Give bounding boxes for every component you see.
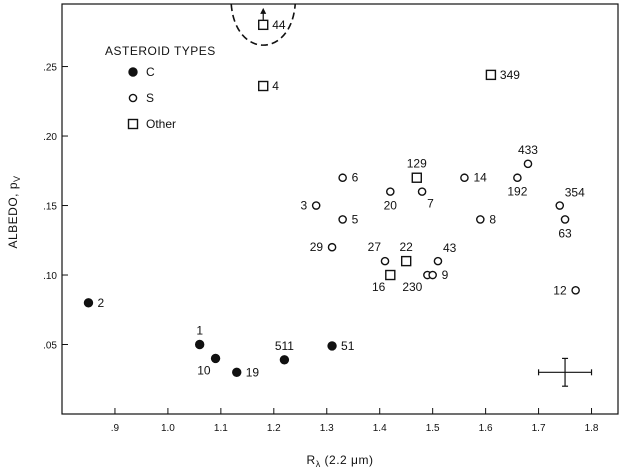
point-label-14: 14 [473, 171, 487, 185]
point-43 [433, 256, 443, 266]
x-tick-label-0: .9 [111, 423, 120, 434]
point-10 [210, 353, 221, 364]
y-tick-label-4: .25 [43, 63, 57, 74]
point-20 [386, 187, 395, 196]
legend-marker-s [128, 93, 138, 103]
legend: ASTEROID TYPES CS Other [105, 44, 216, 131]
point-29 [327, 242, 337, 252]
point-9 [428, 270, 437, 280]
point-label-354: 354 [565, 186, 585, 200]
point-3 [311, 201, 321, 210]
x-tick-label-7: 1.6 [479, 423, 493, 434]
point-label-4: 4 [272, 79, 279, 93]
y-tick-label-0: .05 [43, 341, 57, 352]
x-tick-label-6: 1.5 [426, 423, 440, 434]
x-tick-label-4: 1.3 [320, 423, 334, 434]
point-label-6: 6 [352, 171, 359, 185]
point-label-230: 230 [402, 280, 422, 294]
point-label-511: 511 [275, 339, 294, 353]
point-label-192: 192 [507, 185, 527, 199]
point-511 [279, 355, 290, 365]
y-axis-label: ALBEDO, pV [6, 175, 22, 248]
point-27 [380, 256, 390, 266]
legend-marker-other [127, 118, 139, 130]
point-label-22: 22 [400, 240, 414, 254]
point-192 [513, 173, 522, 183]
series-s: 3 6 5 29 20 7 27 14 8 43 230 9 192 433 354 63 12 [300, 143, 585, 297]
point-label-20: 20 [384, 199, 398, 213]
point-label-5: 5 [352, 212, 359, 226]
x-axis-label: Rλ (2.2 μm) [307, 453, 374, 469]
point-7 [417, 187, 427, 196]
point-63 [560, 215, 570, 224]
point-label-12: 12 [553, 283, 567, 297]
point-label-51: 51 [341, 339, 355, 353]
y-tick-label-3: .20 [43, 132, 57, 143]
point-label-29: 29 [310, 240, 324, 254]
point-1 [194, 339, 205, 350]
legend-title: ASTEROID TYPES [105, 44, 216, 58]
point-5 [338, 215, 347, 224]
x-tick-label-1: 1.0 [161, 423, 175, 434]
point-label-43: 43 [443, 241, 457, 255]
point-label-3: 3 [300, 199, 307, 213]
dashed-region-44 [230, 3, 297, 46]
plot-frame [61, 3, 619, 415]
point-354 [555, 201, 565, 210]
x-tick-label-3: 1.2 [267, 423, 281, 434]
y-tick-label-1: .10 [43, 271, 57, 282]
legend-label-c: C [146, 65, 155, 79]
x-tick-label-8: 1.7 [532, 423, 546, 434]
point-433 [523, 159, 533, 169]
point-2 [83, 298, 94, 308]
point-label-27: 27 [368, 240, 382, 254]
point-19 [232, 367, 242, 378]
y-tick-label-2: .15 [43, 202, 57, 213]
point-label-16: 16 [372, 280, 386, 294]
y-axis-ticks: .05 .10 .15 .20 .25 [43, 63, 68, 352]
point-label-9: 9 [442, 268, 449, 282]
point-label-129: 129 [407, 157, 427, 171]
point-label-63: 63 [558, 226, 572, 240]
point-22 [400, 255, 412, 267]
series-c: 2 1 10 19 511 51 [83, 296, 355, 379]
point-6 [338, 173, 347, 183]
x-axis-ticks: .9 1.0 1.1 1.2 1.3 1.4 1.5 1.6 1.7 1.8 [111, 408, 599, 434]
point-129 [411, 172, 422, 183]
x-tick-label-5: 1.4 [373, 423, 387, 434]
point-label-1: 1 [196, 324, 203, 338]
point-4 [258, 80, 269, 92]
point-14 [460, 173, 469, 183]
point-label-19: 19 [246, 365, 260, 379]
point-label-7: 7 [427, 197, 434, 211]
legend-label-other: Other [146, 117, 176, 131]
point-8 [476, 215, 485, 224]
point-51 [327, 341, 337, 351]
point-label-2: 2 [97, 296, 104, 310]
point-16 [385, 269, 396, 281]
point-label-8: 8 [489, 212, 496, 226]
point-349 [485, 69, 497, 81]
annotations [230, 3, 593, 387]
point-label-10: 10 [197, 363, 211, 377]
data-points: 2 1 10 19 511 51 3 6 5 29 20 7 27 14 8 43 230 9 192 433 354 6… [83, 18, 585, 379]
x-tick-label-9: 1.8 [585, 423, 599, 434]
legend-marker-c [128, 67, 138, 77]
point-12 [571, 286, 580, 295]
legend-label-s: S [146, 91, 154, 105]
point-44 [258, 19, 269, 31]
point-label-44: 44 [272, 18, 286, 32]
point-label-433: 433 [518, 143, 538, 157]
point-label-349: 349 [500, 68, 520, 82]
x-tick-label-2: 1.1 [214, 423, 228, 434]
upward-arrow-head [260, 7, 267, 14]
